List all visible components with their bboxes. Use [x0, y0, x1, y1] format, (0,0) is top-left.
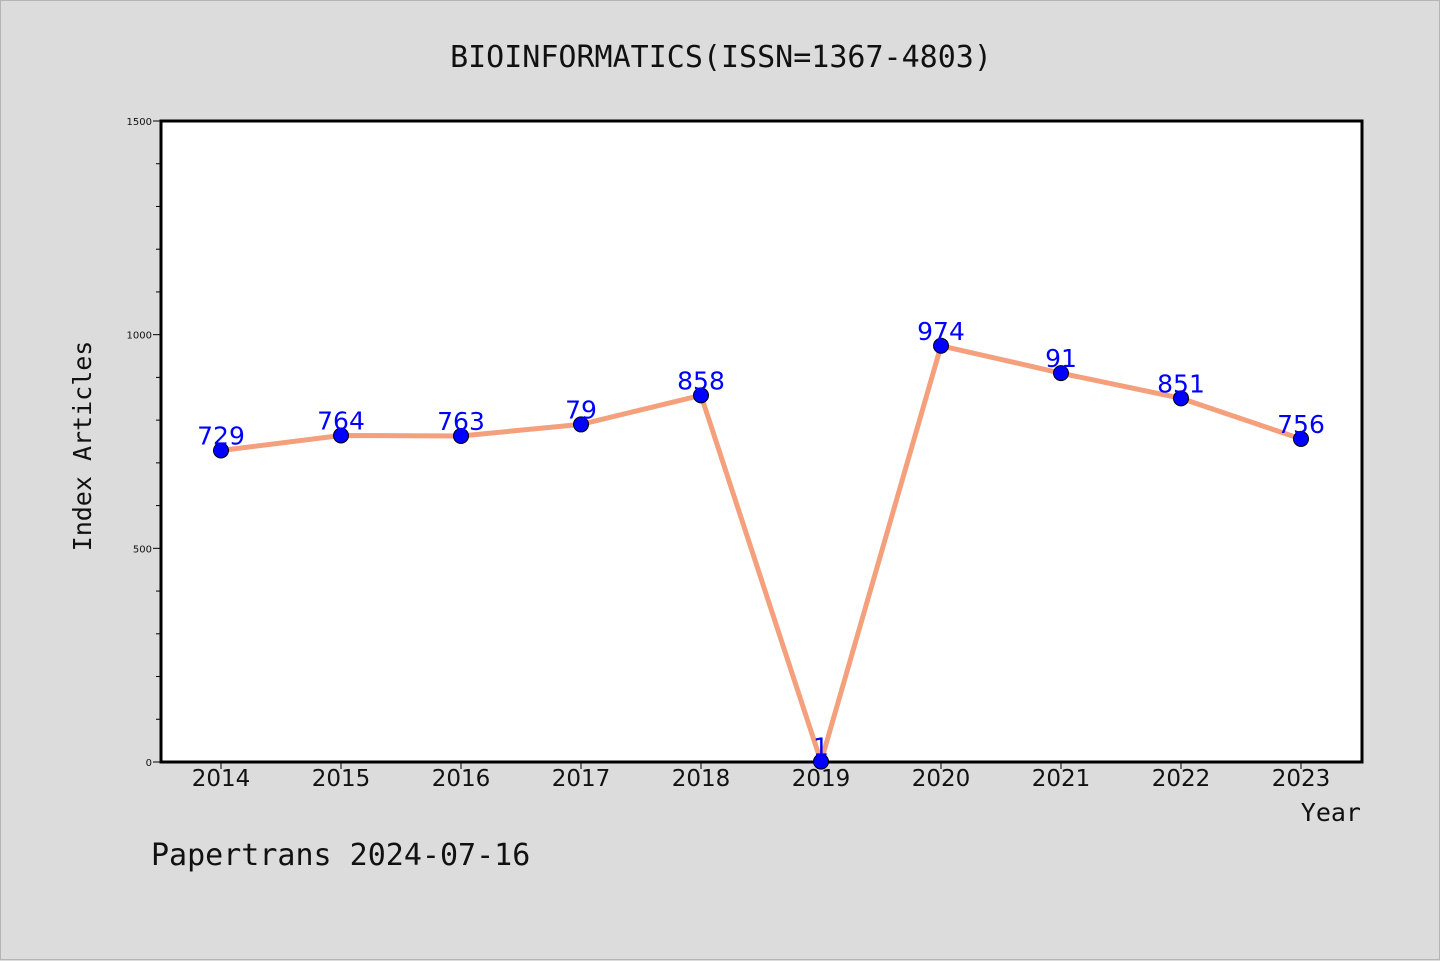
data-point-2021 — [1053, 365, 1069, 382]
x-tick-label: 2019 — [792, 766, 851, 792]
data-label-2017: 79 — [565, 395, 597, 424]
plot-area — [159, 119, 1364, 764]
data-label-2021: 91 — [1045, 344, 1077, 373]
x-tick-label: 2017 — [552, 766, 611, 792]
x-tick-label: 2016 — [432, 766, 491, 792]
data-point-2015 — [333, 427, 349, 444]
data-labels: 729 764 763 79 858 1 974 91 851 756 — [197, 317, 1325, 762]
data-label-2016: 763 — [437, 407, 485, 436]
x-tick-label: 2014 — [192, 766, 251, 792]
data-label-2023: 756 — [1277, 410, 1325, 439]
data-label-2015: 764 — [317, 407, 365, 436]
chart-title: BIOINFORMATICS(ISSN=1367-4803) — [450, 40, 992, 75]
y-axis: 0 500 1000 1500 — [127, 117, 161, 769]
data-label-2018: 858 — [677, 366, 725, 395]
y-tick-label: 500 — [133, 544, 152, 555]
x-tick-label: 2022 — [1152, 766, 1211, 792]
series-index-articles — [213, 337, 1309, 771]
data-label-2019: 1 — [813, 733, 829, 762]
x-tick-label: 2023 — [1272, 766, 1331, 792]
data-label-2014: 729 — [197, 421, 245, 450]
data-point-2023 — [1293, 430, 1309, 447]
y-tick-label: 1000 — [127, 331, 152, 342]
data-point-2019 — [813, 753, 829, 770]
y-tick-label: 0 — [146, 758, 152, 769]
x-tick-label: 2021 — [1032, 766, 1091, 792]
data-point-2017 — [573, 416, 589, 433]
footer-text: Papertrans 2024-07-16 — [151, 838, 530, 873]
data-point-2020 — [933, 337, 949, 354]
x-tick-label: 2018 — [672, 766, 731, 792]
y-tick-label: 1500 — [127, 117, 152, 128]
x-tick-label: 2020 — [912, 766, 971, 792]
data-point-2022 — [1173, 390, 1189, 407]
y-axis-label: Index Articles — [68, 341, 97, 552]
data-label-2022: 851 — [1157, 369, 1205, 398]
data-label-2020: 974 — [917, 317, 965, 346]
data-point-2014 — [213, 442, 229, 459]
x-axis-label: Year — [1301, 798, 1361, 827]
series-line — [220, 342, 1302, 771]
data-point-2018 — [693, 387, 709, 404]
x-axis: 2014 2015 2016 2017 2018 2019 2020 2021 2022 2023 — [192, 762, 1331, 792]
data-point-2016 — [453, 427, 469, 444]
x-tick-label: 2015 — [312, 766, 371, 792]
